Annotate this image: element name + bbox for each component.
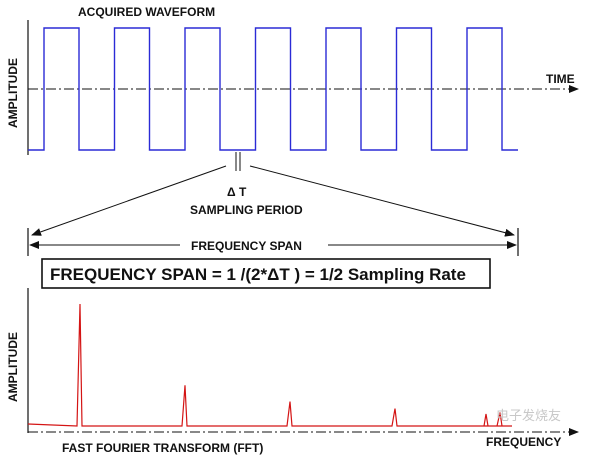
formula-box: [41, 258, 491, 289]
time-label: TIME: [546, 72, 575, 86]
span-arrow-left: [31, 165, 227, 236]
frequency-span-formula: FREQUENCY SPAN = 1 /(2*ΔT ) = 1/2 Sampli…: [50, 265, 466, 284]
fft-title: FAST FOURIER TRANSFORM (FFT): [62, 441, 263, 455]
top-amplitude-label: AMPLITUDE: [6, 58, 20, 128]
delta-t-label: Δ T: [227, 185, 247, 199]
fft-spectrum: [27, 303, 512, 427]
span-arrow-right: [249, 165, 515, 237]
sampling-period-label: SAMPLING PERIOD: [190, 203, 303, 217]
square-waveform: [28, 27, 518, 151]
frequency-label: FREQUENCY: [486, 435, 561, 449]
frequency-span-label: FREQUENCY SPAN: [191, 239, 302, 253]
watermark: 电子发烧友: [496, 408, 561, 423]
bottom-amplitude-label: AMPLITUDE: [6, 332, 20, 402]
acquired-waveform-title: ACQUIRED WAVEFORM: [78, 5, 215, 19]
